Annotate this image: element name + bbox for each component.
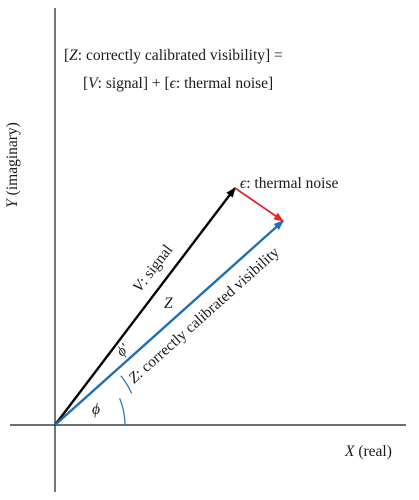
phi-angle-arc xyxy=(119,397,126,426)
phi-prime-angle-arc xyxy=(120,375,133,394)
visibility-vector-Z xyxy=(54,220,284,426)
phi-label: ϕ xyxy=(92,401,100,418)
equation-line-2: [V: signal] + [ϵ: thermal noise] xyxy=(83,75,273,92)
noise-label: ϵ: thermal noise xyxy=(240,175,338,192)
x-axis-label: X (real) xyxy=(344,443,392,460)
equation-line-1: [Z: correctly calibrated visibility] = xyxy=(64,47,283,64)
z-mid-label: Z xyxy=(164,295,173,312)
noise-vector-epsilon xyxy=(234,187,284,222)
y-axis-label: Y (imaginary) xyxy=(4,122,21,208)
signal-vector-V xyxy=(54,187,236,426)
signal-vector-label: V: signal xyxy=(130,242,177,296)
